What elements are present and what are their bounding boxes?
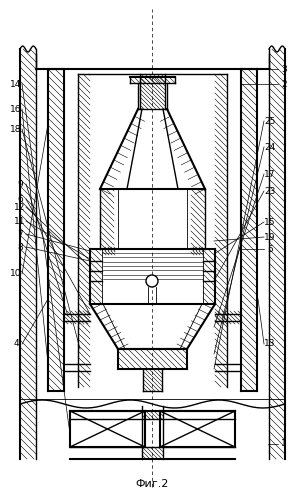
Text: Фиг.2: Фиг.2 bbox=[135, 479, 169, 489]
Text: 16: 16 bbox=[10, 104, 22, 113]
Text: 15: 15 bbox=[264, 218, 276, 227]
Text: 11: 11 bbox=[14, 217, 26, 226]
Text: 4: 4 bbox=[13, 339, 19, 348]
Text: 3: 3 bbox=[281, 64, 287, 73]
Text: 5: 5 bbox=[267, 245, 273, 253]
Text: 17: 17 bbox=[264, 170, 276, 179]
Circle shape bbox=[146, 275, 158, 287]
Text: 9: 9 bbox=[17, 180, 23, 189]
Text: 8: 8 bbox=[17, 243, 23, 251]
Text: 19: 19 bbox=[264, 233, 276, 242]
Text: 23: 23 bbox=[264, 187, 276, 196]
Text: 1: 1 bbox=[281, 440, 287, 449]
Text: 2: 2 bbox=[281, 79, 287, 88]
Text: 10: 10 bbox=[10, 269, 22, 278]
Text: 13: 13 bbox=[264, 339, 276, 348]
Text: 7: 7 bbox=[17, 230, 23, 239]
Text: 14: 14 bbox=[10, 79, 22, 88]
Text: 24: 24 bbox=[264, 143, 276, 152]
Text: 6: 6 bbox=[17, 195, 23, 204]
Text: 18: 18 bbox=[10, 124, 22, 134]
Text: 12: 12 bbox=[14, 203, 26, 212]
Text: 25: 25 bbox=[264, 116, 276, 126]
